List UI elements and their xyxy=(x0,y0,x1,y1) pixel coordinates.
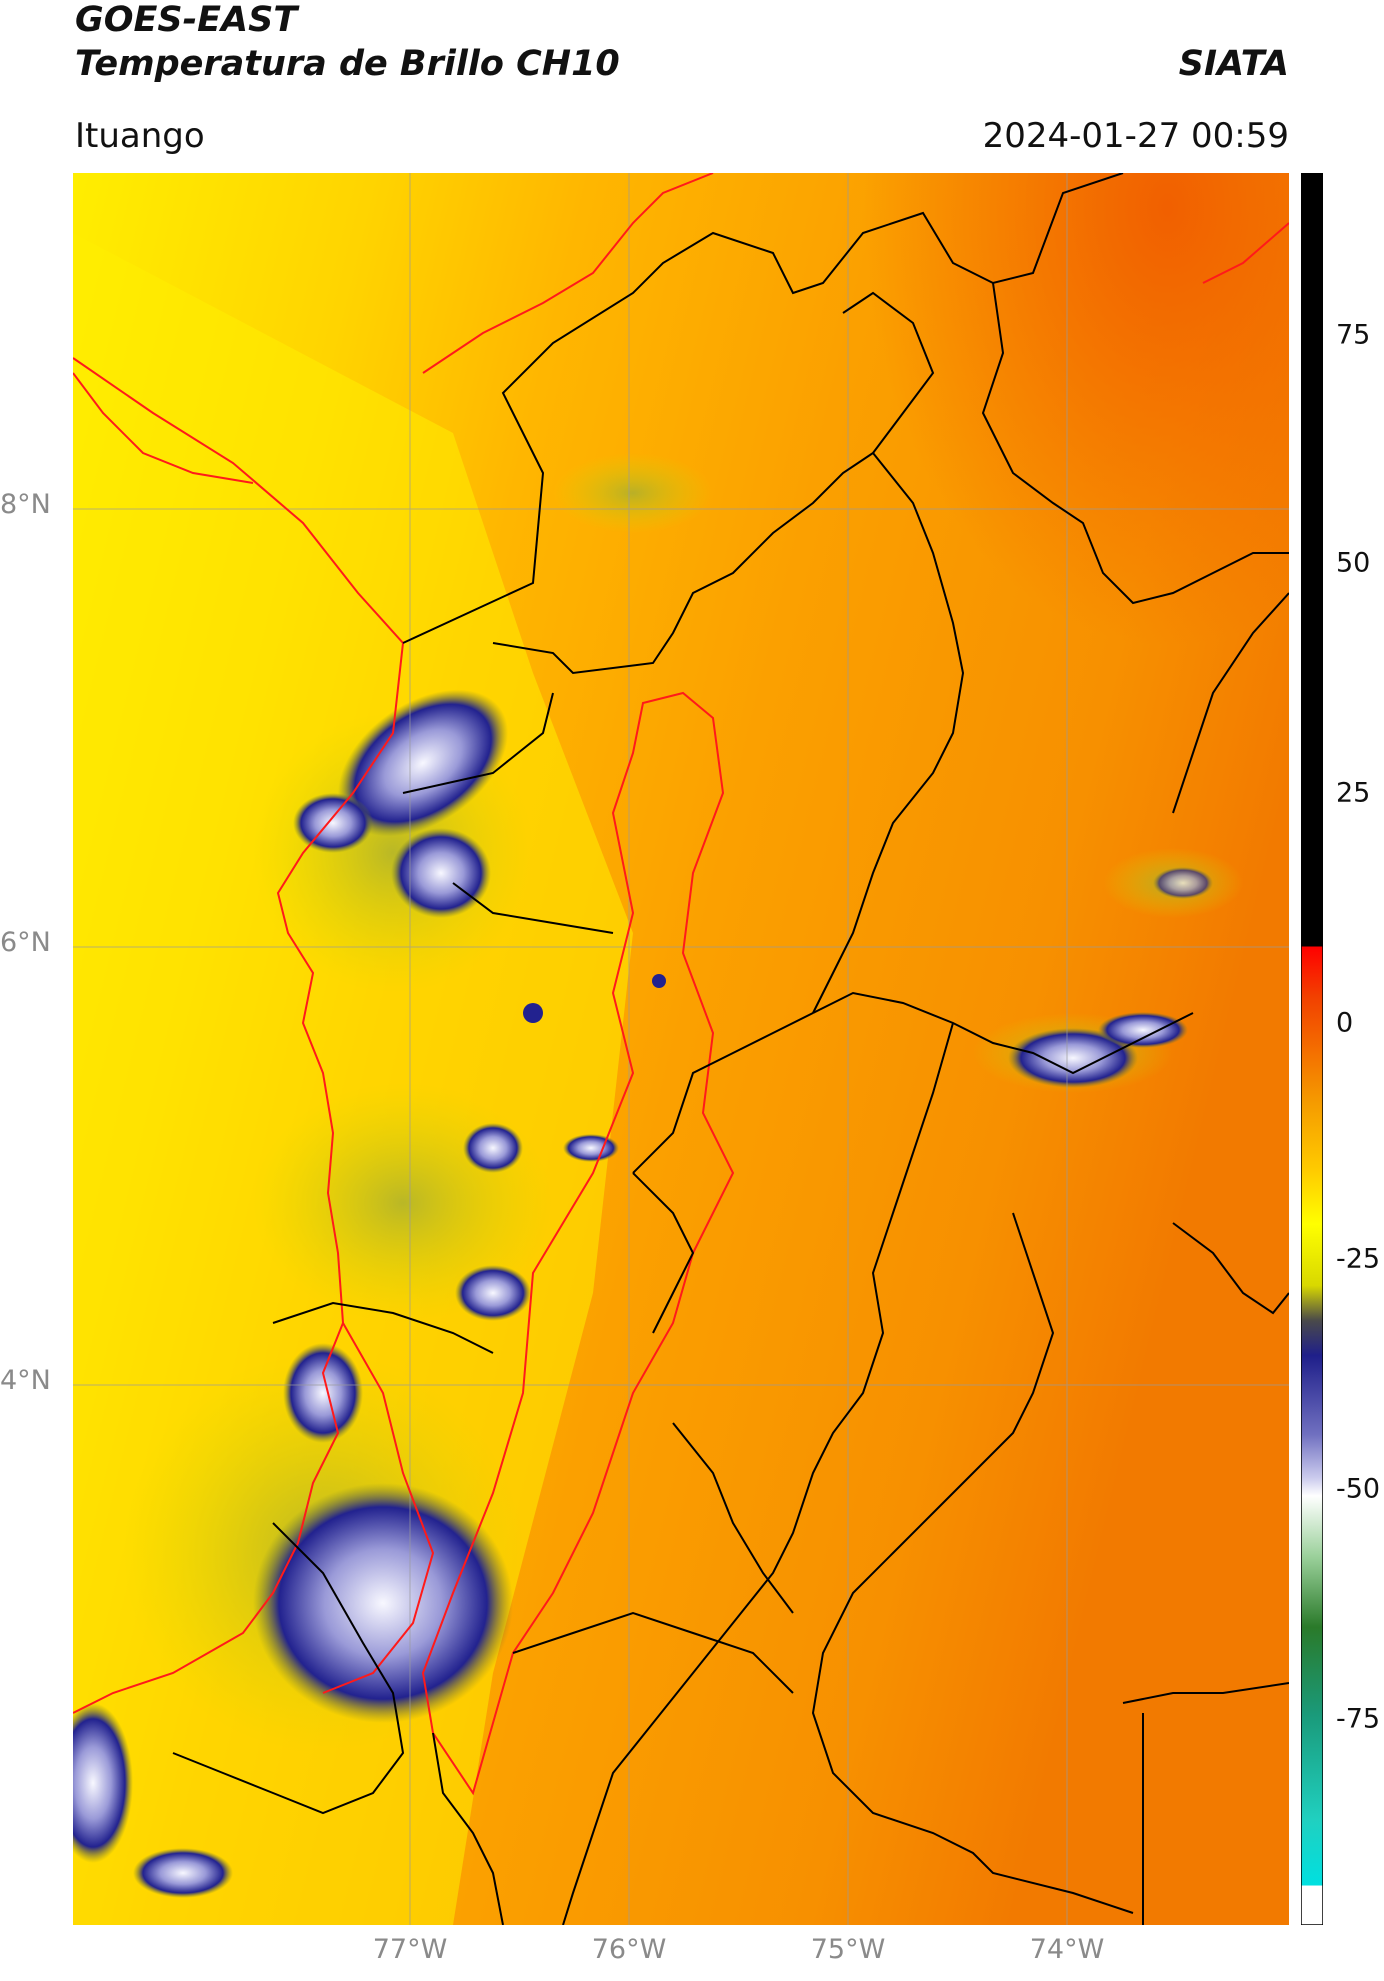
graticule xyxy=(73,173,1289,1925)
cloud-core xyxy=(133,1848,233,1898)
cloud-core xyxy=(563,1134,619,1162)
lat-label: 4°N xyxy=(0,1365,51,1396)
cloud-core xyxy=(1008,1028,1138,1088)
satellite-title: GOES-EAST xyxy=(75,0,298,40)
cloud-core xyxy=(1098,1012,1188,1048)
cloud-core xyxy=(523,1003,543,1023)
cloud-core xyxy=(73,1703,133,1863)
colorbar-tick: -25 xyxy=(1336,1243,1381,1275)
cloud-core xyxy=(391,828,491,918)
cloud-core xyxy=(293,793,373,853)
timestamp-label: 2024-01-27 00:59 xyxy=(982,116,1289,156)
colorbar xyxy=(1301,173,1323,1925)
cloud-core xyxy=(1153,867,1213,899)
brightness-temperature-map xyxy=(73,173,1289,1925)
colorbar-tick: -75 xyxy=(1336,1703,1381,1735)
cloud-core xyxy=(455,1265,531,1321)
product-title: Temperatura de Brillo CH10 xyxy=(75,44,620,84)
lat-label: 6°N xyxy=(0,927,51,958)
region-label: Ituango xyxy=(75,116,205,156)
lat-label: 8°N xyxy=(0,489,51,520)
colorbar-tick: 75 xyxy=(1336,319,1371,351)
colorbar-tick: -50 xyxy=(1336,1473,1381,1505)
colorbar-tick: 25 xyxy=(1336,777,1371,809)
lon-label: 74°W xyxy=(1029,1934,1105,1965)
admin-borders xyxy=(172,173,1289,1925)
lon-label: 77°W xyxy=(372,1934,448,1965)
brand-label: SIATA xyxy=(1178,44,1289,84)
lon-label: 76°W xyxy=(591,1934,667,1965)
cloud-core xyxy=(652,974,666,988)
cold-cloud-cores xyxy=(73,689,1213,1898)
lon-label: 75°W xyxy=(810,1934,886,1965)
colorbar-tick: 0 xyxy=(1336,1007,1354,1039)
colorbar-tick: 50 xyxy=(1336,547,1371,579)
cloud-core xyxy=(253,1483,513,1723)
cloud-core xyxy=(463,1123,523,1173)
cloud-core xyxy=(283,1343,363,1443)
cloud-core xyxy=(337,689,509,837)
